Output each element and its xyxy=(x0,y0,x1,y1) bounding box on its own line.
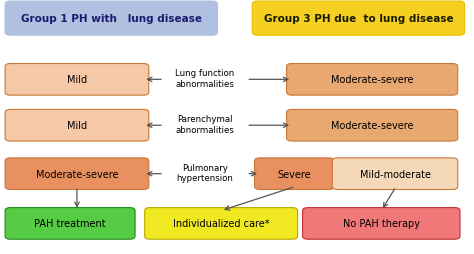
FancyBboxPatch shape xyxy=(145,208,298,239)
FancyBboxPatch shape xyxy=(5,158,149,190)
Text: Moderate-severe: Moderate-severe xyxy=(331,75,413,85)
Text: Parenchymal
abnormalities: Parenchymal abnormalities xyxy=(176,115,235,134)
Text: PAH treatment: PAH treatment xyxy=(34,218,106,229)
Text: Severe: Severe xyxy=(278,169,311,179)
Text: Moderate-severe: Moderate-severe xyxy=(36,169,118,179)
FancyBboxPatch shape xyxy=(252,2,465,36)
FancyBboxPatch shape xyxy=(5,2,218,36)
Text: Lung function
abnormalities: Lung function abnormalities xyxy=(175,69,235,88)
Text: Group 1 PH with   lung disease: Group 1 PH with lung disease xyxy=(21,14,202,24)
FancyBboxPatch shape xyxy=(5,64,149,96)
Text: Moderate-severe: Moderate-severe xyxy=(331,121,413,131)
Text: Mild: Mild xyxy=(67,75,87,85)
FancyBboxPatch shape xyxy=(332,158,458,190)
FancyBboxPatch shape xyxy=(255,158,334,190)
Text: No PAH therapy: No PAH therapy xyxy=(343,218,420,229)
Text: Pulmonary
hypertension: Pulmonary hypertension xyxy=(177,163,234,182)
Text: Individualized care*: Individualized care* xyxy=(173,218,269,229)
FancyBboxPatch shape xyxy=(302,208,460,239)
Text: Mild: Mild xyxy=(67,121,87,131)
Text: Mild-moderate: Mild-moderate xyxy=(359,169,430,179)
FancyBboxPatch shape xyxy=(287,110,458,141)
FancyBboxPatch shape xyxy=(5,110,149,141)
FancyBboxPatch shape xyxy=(287,64,458,96)
FancyBboxPatch shape xyxy=(5,208,135,239)
Text: Group 3 PH due  to lung disease: Group 3 PH due to lung disease xyxy=(264,14,453,24)
